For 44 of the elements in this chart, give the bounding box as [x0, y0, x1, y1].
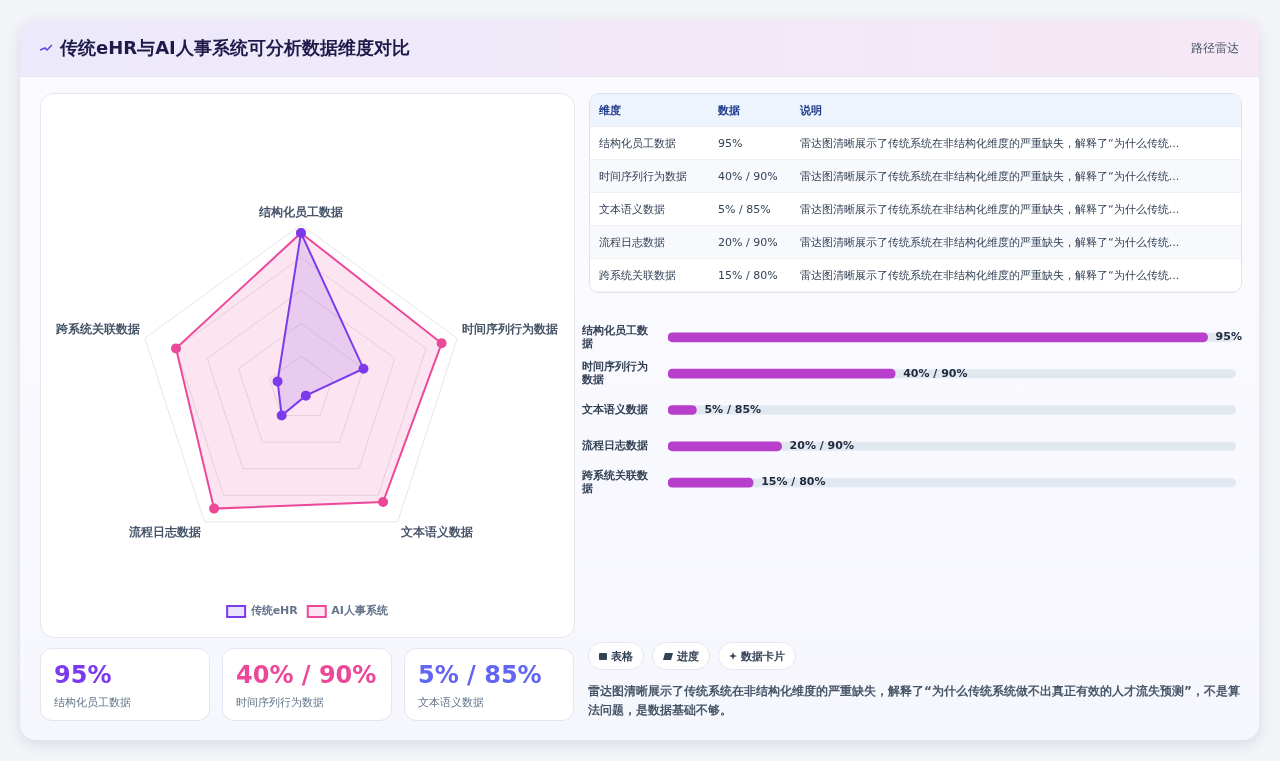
- text: 进度: [677, 648, 699, 664]
- text: 雷达图清晰展示了传统系统在非结构化维度的严重缺失，解释了“为什么传统系统做不出真正有效的人才流失预测”，不是算法问题，是数据基础不够。: [588, 683, 1241, 719]
- data-label: 20% / 90%: [789, 439, 854, 453]
- text: 95%: [54, 661, 113, 689]
- spoke-label: 结构化员工数据: [258, 204, 343, 219]
- text: 40% / 90%: [709, 159, 791, 193]
- data-label: 5% / 85%: [704, 402, 762, 416]
- text: 结构化员工数据: [54, 695, 132, 710]
- spoke-label: 时间序列行为数据: [462, 321, 558, 336]
- text: 数据: [709, 94, 791, 127]
- text: 雷达图清晰展示了传统系统在非结构化维度的严重缺失，解释了“为什么传统...: [791, 258, 1241, 292]
- text: 表格: [611, 648, 633, 664]
- text: 15% / 80%: [709, 258, 791, 292]
- y-tick-label: 结构化员工数据: [581, 323, 649, 350]
- data-label: 95%: [1215, 330, 1242, 344]
- y-tick-label: 流程日志数据: [581, 439, 648, 453]
- legend-label: 传统eHR: [249, 604, 299, 618]
- y-tick-label: 文本语义数据: [581, 402, 648, 416]
- text: 40% / 90%: [236, 661, 378, 689]
- text: 时间序列行为数据: [236, 695, 325, 710]
- text: 路径雷达: [1191, 39, 1239, 57]
- data-label: 40% / 90%: [903, 366, 968, 380]
- text: 雷达图清晰展示了传统系统在非结构化维度的严重缺失，解释了“为什么传统...: [791, 192, 1241, 226]
- data-label: 15% / 80%: [761, 475, 826, 489]
- text: 20% / 90%: [709, 225, 791, 259]
- text: 维度: [590, 94, 709, 127]
- text: 文本语义数据: [418, 695, 485, 710]
- text: 5% / 85%: [418, 661, 543, 689]
- text: 雷达图清晰展示了传统系统在非结构化维度的严重缺失，解释了“为什么传统...: [791, 159, 1241, 193]
- text: 数据卡片: [741, 648, 785, 664]
- text: 5% / 85%: [709, 192, 791, 226]
- text: 雷达图清晰展示了传统系统在非结构化维度的严重缺失，解释了“为什么传统...: [791, 126, 1241, 160]
- spoke-label: 文本语义数据: [399, 525, 473, 540]
- y-tick-label: 时间序列行为数据: [581, 359, 648, 387]
- bar: [668, 441, 782, 452]
- text: 传统eHR与AI人事系统可分析数据维度对比: [60, 36, 410, 60]
- bar: [668, 477, 754, 488]
- y-tick-label: 跨系统关联数据: [581, 468, 649, 496]
- text: 95%: [709, 126, 791, 160]
- text: 雷达图清晰展示了传统系统在非结构化维度的严重缺失，解释了“为什么传统...: [791, 225, 1241, 259]
- text: 说明: [791, 94, 1241, 127]
- spoke-label: 流程日志数据: [128, 525, 202, 540]
- spoke-label: 跨系统关联数据: [55, 321, 140, 336]
- legend-label: AI人事系统: [331, 604, 389, 618]
